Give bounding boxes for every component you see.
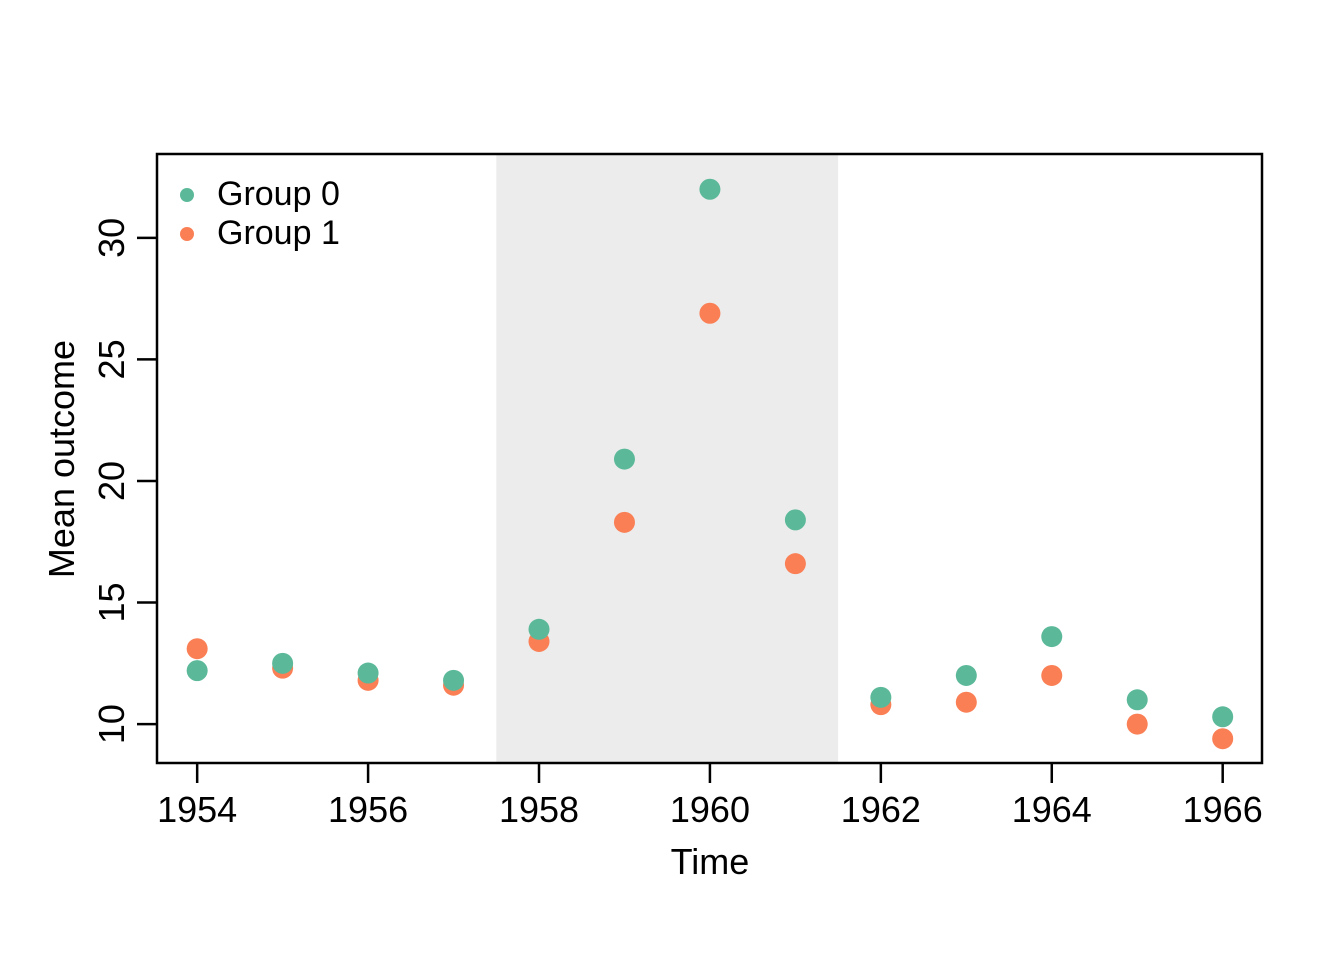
data-point-group0 (443, 669, 465, 691)
data-point-group0 (528, 618, 550, 640)
x-tick-label: 1956 (328, 789, 408, 830)
data-point-group0 (186, 660, 208, 682)
legend-marker-group1-icon (180, 226, 194, 241)
data-point-group1 (613, 511, 635, 533)
y-tick-label: 30 (91, 218, 132, 258)
data-point-group1 (1041, 664, 1063, 686)
data-point-group0 (1212, 706, 1234, 728)
legend-marker-group0-icon (180, 187, 194, 202)
legend-label-group0: Group 0 (217, 175, 340, 213)
data-point-group0 (784, 509, 806, 531)
data-point-group1 (186, 638, 208, 660)
y-tick-label: 25 (91, 339, 132, 379)
data-point-group0 (1126, 689, 1148, 711)
data-point-group0 (357, 662, 379, 684)
x-tick-label: 1960 (670, 789, 750, 830)
data-point-group1 (1126, 713, 1148, 735)
y-tick-label: 15 (91, 583, 132, 623)
legend-item-group0: Group 0 (180, 175, 340, 214)
data-point-group0 (613, 448, 635, 470)
x-tick-label: 1964 (1012, 789, 1092, 830)
data-point-group0 (699, 178, 721, 200)
legend: Group 0 Group 1 (180, 175, 340, 253)
y-tick-label: 20 (91, 461, 132, 501)
data-point-group0 (272, 652, 294, 674)
x-tick-label: 1954 (157, 789, 237, 830)
y-axis-title: Mean outcome (41, 339, 82, 579)
x-tick-label: 1958 (499, 789, 579, 830)
x-tick-label: 1966 (1183, 789, 1263, 830)
data-point-group1 (784, 553, 806, 575)
legend-item-group1: Group 1 (180, 214, 340, 253)
data-point-group0 (1041, 626, 1063, 648)
x-tick-label: 1962 (841, 789, 921, 830)
y-tick-label: 10 (91, 704, 132, 744)
data-point-group0 (955, 664, 977, 686)
shaded-period-band (496, 154, 839, 763)
data-point-group0 (870, 686, 892, 708)
data-point-group1 (699, 302, 721, 324)
legend-label-group1: Group 1 (217, 214, 340, 252)
data-point-group1 (1212, 728, 1234, 750)
data-point-group1 (955, 691, 977, 713)
x-axis-title: Time (670, 841, 750, 882)
